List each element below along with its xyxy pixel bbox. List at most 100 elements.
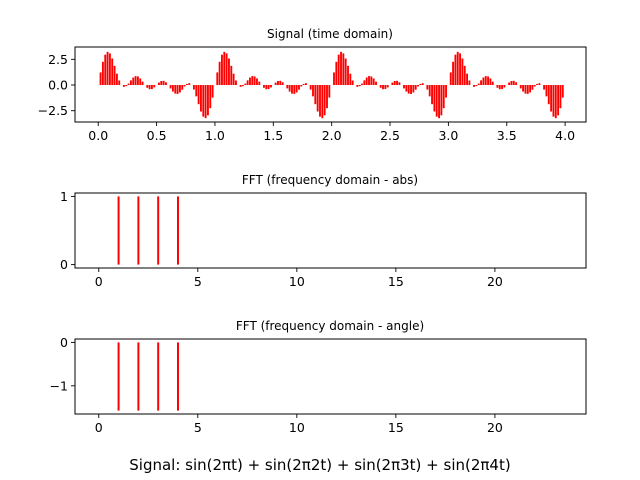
time-domain-bar	[291, 85, 293, 94]
time-domain-bar	[171, 85, 174, 92]
time-domain-bar	[279, 80, 282, 86]
time-domain-bar	[382, 85, 384, 90]
time-domain-bar	[132, 77, 135, 86]
time-domain-x-tick-label: 0.0	[88, 128, 108, 143]
time-domain-bar	[356, 85, 359, 87]
time-domain-bar	[235, 80, 237, 86]
time-domain-bar	[288, 85, 291, 92]
time-domain-x-tick-label: 0.5	[147, 128, 167, 143]
time-domain-bar	[202, 85, 205, 117]
time-domain-bar	[228, 58, 230, 86]
time-domain-bar	[452, 61, 454, 86]
time-domain-bar	[258, 81, 261, 86]
fft-abs-bar	[177, 196, 179, 265]
time-domain-bar	[510, 80, 513, 86]
time-domain-y-tick-label: −2.5	[38, 103, 68, 118]
time-domain-bar	[267, 85, 270, 90]
time-domain-bar	[375, 81, 377, 86]
time-domain-bar	[477, 83, 480, 86]
fft-angle-x-ticks: 0 5 10 15 20	[95, 414, 503, 435]
time-domain-y-ticks: 2.5 0.0 −2.5	[38, 52, 75, 118]
time-domain-bar	[118, 80, 121, 86]
time-domain-bar	[300, 85, 303, 87]
time-domain-bar	[108, 53, 111, 86]
time-domain-bar	[186, 83, 188, 86]
fft-angle-y-tick-label: −1	[50, 378, 68, 393]
time-domain-bar	[543, 85, 546, 90]
fft-angle-bar	[117, 342, 120, 411]
fft-angle-bar	[157, 342, 160, 411]
time-domain-bar	[538, 83, 541, 86]
time-domain-bar	[442, 85, 445, 109]
time-domain-bar	[433, 85, 436, 112]
time-domain-bar	[298, 85, 300, 90]
time-domain-y-tick-label: 0.0	[48, 78, 68, 93]
time-domain-x-tick-label: 1.0	[205, 128, 225, 143]
time-domain-bar	[328, 85, 331, 98]
time-domain-bar	[491, 81, 494, 86]
time-domain-bar	[410, 85, 412, 94]
time-domain-bar	[157, 82, 160, 86]
time-domain-bar	[536, 83, 539, 86]
fft-angle-title: FFT (frequency domain - angle)	[236, 319, 424, 333]
time-domain-bar	[239, 85, 242, 87]
time-domain-bar	[244, 83, 247, 86]
fft-angle-axes-frame	[74, 338, 587, 415]
time-domain-bar	[512, 80, 515, 86]
fft-abs-y-tick-label: 0	[60, 257, 68, 272]
time-domain-bar	[554, 85, 557, 119]
time-domain-axes-frame	[74, 46, 587, 123]
fft-angle-x-tick-label: 5	[194, 420, 202, 435]
fft-abs-y-tick-label: 1	[60, 189, 68, 204]
time-domain-bar	[319, 85, 321, 117]
time-domain-bar	[221, 54, 223, 86]
fft-angle-y-tick-label: 0	[60, 335, 68, 350]
time-domain-bar	[253, 76, 256, 86]
time-domain-bar	[391, 82, 394, 86]
time-domain-bar	[286, 85, 289, 89]
time-domain-bar	[197, 85, 200, 105]
time-domain-bar	[531, 85, 534, 90]
time-domain-bar	[461, 58, 464, 86]
fft-abs-bar	[157, 196, 160, 265]
time-domain-bar	[547, 85, 550, 105]
time-domain-bar	[515, 82, 518, 86]
fft-angle-bar	[177, 342, 179, 411]
time-domain-bar	[183, 85, 186, 87]
time-domain-bar	[508, 82, 511, 86]
time-domain-bar	[150, 85, 153, 90]
time-domain-x-tick-label: 4.0	[555, 128, 575, 143]
time-domain-bar	[302, 83, 305, 86]
fft-angle-panel: FFT (frequency domain - angle) 0 5 10 15 20 …	[50, 319, 587, 435]
time-domain-bar	[438, 85, 440, 119]
time-domain-bar	[522, 85, 525, 92]
time-domain-bar	[372, 78, 375, 86]
time-domain-x-ticks: 0.0 0.5 1.0 1.5 2.0 2.5 3.0 3.5 4.0	[88, 122, 575, 143]
time-domain-bar	[557, 85, 560, 116]
time-domain-bars	[99, 51, 564, 119]
time-domain-bar	[552, 85, 555, 117]
time-domain-bar	[337, 54, 340, 86]
time-domain-bar	[263, 85, 265, 88]
time-domain-bar	[449, 72, 452, 86]
time-domain-bar	[435, 85, 438, 117]
time-domain-bar	[218, 61, 221, 86]
time-domain-bar	[431, 85, 433, 105]
time-domain-bar	[419, 83, 422, 86]
time-domain-bar	[211, 85, 214, 98]
time-domain-bar	[188, 83, 191, 86]
time-domain-bar	[209, 85, 212, 109]
time-domain-bar	[129, 80, 132, 86]
time-domain-bar	[456, 51, 459, 86]
time-domain-bar	[463, 65, 466, 86]
time-domain-bar	[412, 85, 415, 93]
time-domain-bar	[393, 80, 396, 86]
time-domain-bar	[274, 82, 277, 86]
time-domain-bar	[368, 76, 370, 86]
time-domain-bar	[487, 76, 490, 86]
time-domain-bar	[344, 58, 347, 86]
time-domain-bar	[104, 54, 107, 86]
time-domain-bar	[323, 85, 326, 116]
